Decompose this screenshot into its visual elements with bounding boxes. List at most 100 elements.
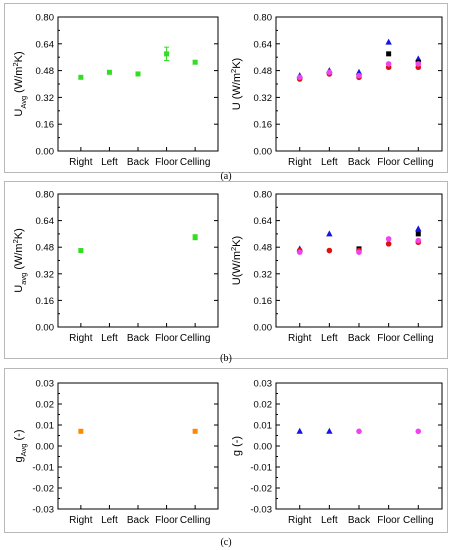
y-tick-label: 0.48 bbox=[36, 66, 55, 77]
y-axis-label-main: U bbox=[231, 277, 243, 285]
y-tick-label: 0.00 bbox=[36, 147, 55, 158]
y-tick-label: 0.80 bbox=[36, 190, 55, 201]
x-tick-label: Right bbox=[288, 515, 312, 526]
x-tick-label: Back bbox=[348, 333, 371, 344]
y-tick-label: 0.01 bbox=[36, 421, 55, 432]
y-axis-label-unit-end: K) bbox=[231, 236, 243, 247]
data-point-circle bbox=[296, 249, 303, 255]
y-axis-label-unit: (W/m bbox=[231, 73, 243, 102]
data-point-square bbox=[415, 231, 421, 237]
y-tick-label: 0.01 bbox=[254, 421, 273, 432]
y-axis-label-sub: Avg bbox=[19, 96, 28, 109]
y-tick-label: 0.32 bbox=[36, 269, 55, 280]
y-axis-label-unit-end: K) bbox=[231, 58, 243, 69]
y-axis-label: gAvg (-) bbox=[13, 430, 28, 463]
panel-c-caption: (c) bbox=[220, 537, 232, 548]
y-tick-label: -0.01 bbox=[32, 463, 54, 474]
x-tick-label: Celling bbox=[180, 515, 211, 526]
y-axis-label: U (W/m2K) bbox=[229, 58, 243, 110]
y-axis-label: g (-) bbox=[231, 436, 243, 456]
y-tick-label: 0.80 bbox=[254, 190, 273, 201]
panel-a-caption: (a) bbox=[220, 171, 232, 182]
data-point-square bbox=[386, 51, 392, 57]
data-point-circle bbox=[296, 74, 303, 81]
y-tick-label: 0.48 bbox=[36, 243, 55, 254]
y-tick-label: -0.03 bbox=[32, 505, 54, 516]
chart-c-right: -0.03 -0.02 -0.01 0.00 0.01 0.02 0.03 Right Left… bbox=[231, 379, 443, 526]
x-tick-label: Celling bbox=[403, 515, 434, 526]
data-point-square bbox=[78, 428, 84, 434]
y-axis-label-sup: 2 bbox=[229, 69, 238, 73]
plot-frame bbox=[57, 193, 219, 328]
y-tick-label: 0.00 bbox=[254, 147, 273, 158]
chart-c-left: -0.03 -0.02 -0.01 0.00 0.01 0.02 0.03 Right Left… bbox=[13, 379, 219, 526]
y-axis-label-main: U bbox=[13, 285, 25, 293]
y-tick-label: 0.48 bbox=[254, 66, 273, 77]
x-tick-label: Back bbox=[127, 157, 150, 168]
x-tick-label: Back bbox=[127, 515, 150, 526]
data-point-circle bbox=[326, 69, 333, 76]
y-axis-label-main: U bbox=[13, 109, 25, 117]
y-axis-label-sup: 2 bbox=[11, 62, 20, 66]
x-tick-label: Floor bbox=[155, 157, 178, 168]
x-tick-label: Celling bbox=[403, 333, 434, 344]
y-tick-label: 0.16 bbox=[36, 296, 55, 307]
y-tick-label: 0.80 bbox=[36, 13, 55, 24]
x-tick-label: Back bbox=[348, 157, 371, 168]
y-tick-label: -0.03 bbox=[250, 505, 272, 516]
x-tick-label: Right bbox=[69, 333, 93, 344]
y-tick-label: 0.16 bbox=[254, 120, 273, 131]
data-point-circle bbox=[415, 61, 422, 67]
data-point-square bbox=[192, 428, 198, 434]
x-tick-label: Left bbox=[101, 515, 118, 526]
data-point-circle bbox=[415, 237, 422, 244]
data-point-triangle bbox=[385, 38, 392, 45]
x-tick-label: Floor bbox=[155, 333, 178, 344]
x-tick-label: Floor bbox=[377, 157, 400, 168]
y-tick-label: 0.16 bbox=[36, 120, 55, 131]
chart-a-left: 0.00 0.16 0.32 0.48 0.64 0.80 Right Left Back Flo… bbox=[11, 13, 219, 168]
plot-frame bbox=[57, 382, 219, 510]
plot-frame bbox=[275, 382, 443, 510]
y-tick-label: 0.16 bbox=[254, 296, 273, 307]
y-axis-label-sub: Avg bbox=[19, 444, 28, 457]
data-point-circle bbox=[385, 236, 392, 242]
y-axis-label: UAvg (W/m2K) bbox=[11, 51, 28, 116]
x-tick-label: Floor bbox=[377, 333, 400, 344]
data-point-square bbox=[78, 74, 84, 80]
y-tick-label: -0.01 bbox=[250, 463, 272, 474]
y-tick-label: 0.00 bbox=[254, 323, 273, 334]
x-tick-label: Right bbox=[288, 333, 312, 344]
y-axis-label-unit: (-) bbox=[231, 436, 243, 450]
data-point-triangle bbox=[326, 230, 333, 237]
x-tick-label: Right bbox=[288, 157, 312, 168]
data-point-circle bbox=[356, 249, 362, 255]
y-tick-label: 0.00 bbox=[36, 442, 55, 453]
data-point-square bbox=[135, 71, 141, 77]
y-tick-label: 0.64 bbox=[254, 216, 273, 227]
data-point-square bbox=[192, 59, 198, 65]
y-axis-label-sub: avg bbox=[19, 273, 28, 285]
x-tick-label: Left bbox=[101, 157, 118, 168]
data-point-square bbox=[106, 69, 112, 75]
data-point-square bbox=[192, 234, 198, 240]
y-tick-label: 0.00 bbox=[254, 442, 273, 453]
chart-a-right: 0.00 0.16 0.32 0.48 0.64 0.80 Right Left Back Flo… bbox=[229, 13, 443, 168]
y-axis-label-unit: (-) bbox=[13, 430, 25, 444]
x-tick-label: Right bbox=[69, 515, 93, 526]
y-tick-label: 0.64 bbox=[36, 216, 55, 227]
data-point-circle bbox=[385, 61, 392, 67]
data-point-triangle bbox=[415, 225, 422, 232]
data-point-triangle bbox=[355, 68, 363, 75]
panel-b-frame bbox=[4, 181, 448, 359]
y-tick-label: 0.03 bbox=[254, 379, 273, 390]
data-point-square bbox=[78, 248, 84, 254]
x-tick-label: Celling bbox=[180, 333, 211, 344]
x-tick-label: Back bbox=[127, 333, 150, 344]
x-tick-label: Left bbox=[321, 333, 338, 344]
x-tick-label: Left bbox=[321, 157, 338, 168]
plot-frame bbox=[57, 16, 219, 152]
data-point-triangle bbox=[296, 427, 303, 434]
x-tick-label: Left bbox=[321, 515, 338, 526]
y-tick-label: 0.32 bbox=[254, 93, 273, 104]
